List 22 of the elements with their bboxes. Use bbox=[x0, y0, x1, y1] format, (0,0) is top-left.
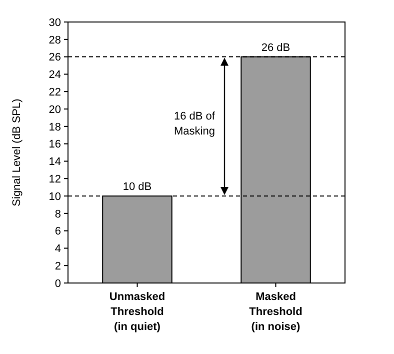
y-tick-label: 26 bbox=[48, 52, 61, 64]
y-tick-label: 28 bbox=[48, 34, 61, 46]
y-tick-label: 20 bbox=[48, 104, 61, 116]
data-label: 10 dB bbox=[122, 181, 152, 193]
y-tick-label: 2 bbox=[54, 260, 61, 272]
y-tick-label: 16 bbox=[48, 138, 61, 151]
y-tick-label: 30 bbox=[48, 16, 61, 29]
y-tick-label: 4 bbox=[54, 243, 61, 256]
y-tick-label: 14 bbox=[48, 156, 61, 168]
x-tick-label: Unmasked Threshold (in quiet) bbox=[109, 291, 166, 333]
y-tick-label: 18 bbox=[48, 121, 61, 134]
y-tick-label: 12 bbox=[48, 173, 61, 186]
y-tick-label: 8 bbox=[54, 208, 61, 220]
y-tick-label: 24 bbox=[48, 69, 61, 82]
y-tick-label: 22 bbox=[48, 86, 61, 98]
data-label: 26 dB bbox=[261, 42, 290, 54]
x-tick-label: Masked Threshold (in noise) bbox=[249, 291, 302, 333]
y-tick-label: 10 bbox=[48, 190, 61, 203]
y-tick-label: 6 bbox=[54, 226, 61, 238]
annotation: 16 dB of Masking bbox=[174, 110, 216, 138]
y-axis-title: Signal Level (dB SPL) bbox=[11, 98, 23, 206]
y-tick-label: 0 bbox=[54, 278, 61, 290]
